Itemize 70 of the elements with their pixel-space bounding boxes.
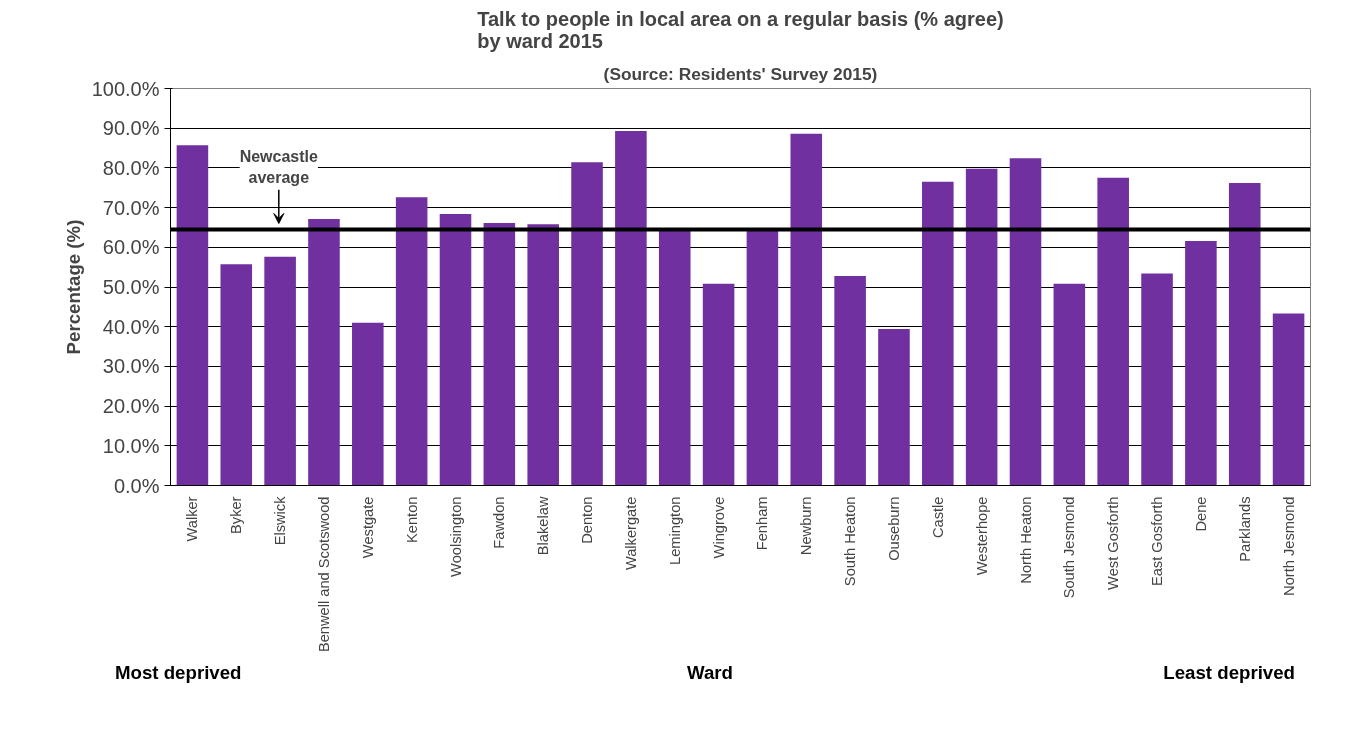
x-tick-label: Westgate [359,496,376,559]
bar [615,130,647,486]
x-tick-label: North Heaton [1017,496,1034,584]
bar [658,228,691,486]
y-tick-label: 30.0% [102,355,160,378]
x-tick-label: Elswick [272,495,289,546]
x-tick-label: Walker [184,496,201,542]
y-axis-title: Percentage (%) [62,219,84,355]
x-tick-label: Westerhope [973,496,990,576]
y-tick-label: 20.0% [102,395,160,418]
x-tick-label: Denton [579,496,596,544]
y-tick-label: 10.0% [102,434,160,457]
bar [527,224,559,486]
y-tick-label: 0.0% [113,474,160,497]
y-tick-label: 60.0% [102,236,160,259]
text: Most deprived [115,661,242,685]
x-tick-label: Parklands [1236,496,1253,562]
x-tick-label: Woolsington [447,496,464,577]
bar [1228,182,1261,486]
chart-title: Talk to people in local area on a regular basis (% agree) by ward 2015 [477,7,1004,52]
bar [1009,158,1042,486]
x-tick-label: Benwell and Scotswood [315,496,332,653]
x-tick-label: Walkergate [622,496,639,571]
x-tick-label: Fawdon [491,496,508,549]
x-tick-label: Kenton [403,496,420,543]
x-tick-label: East Gosforth [1149,496,1166,587]
bar [352,322,384,486]
bar [483,223,516,486]
bar [1272,313,1305,486]
x-tick-label: Castle [929,496,946,539]
x-tick-label: South Heaton [842,496,859,587]
bar [264,256,296,486]
bar [439,213,472,486]
x-tick-label: Dene [1192,496,1209,532]
bar [176,145,209,486]
x-tick-label: South Jesmond [1061,496,1078,599]
bar [571,162,603,486]
bar [220,264,253,486]
x-tick-label: Lemington [666,496,683,565]
bar [922,181,954,486]
ref-line-label: Newcastle average [239,148,319,186]
y-tick-label: 50.0% [102,276,160,298]
x-tick-label: Byker [228,496,245,534]
bar [746,229,779,486]
bar [965,168,998,486]
bar [834,275,866,486]
y-tick-label: 70.0% [102,196,160,219]
x-tick-label: Ouseburn [885,496,902,561]
bar [308,219,340,486]
chart-subtitle: (Source: Residents' Survey 2015) [603,63,878,84]
x-tick-label: Fenham [754,496,771,551]
y-tick-label: 100.0% [91,77,160,100]
x-tick-label: North Jesmond [1280,496,1297,596]
bar [1097,177,1129,486]
text: Least deprived [1163,661,1295,685]
bar [395,197,428,486]
y-tick-label: 80.0% [102,156,160,179]
x-axis-title: Ward [686,661,733,685]
x-tick-label: Newburn [798,496,815,556]
y-tick-label: 90.0% [102,117,160,140]
x-tick-label: Wingrove [710,496,727,559]
bar [1185,240,1217,486]
bar [1141,273,1173,486]
bar [702,283,735,486]
x-tick-label: West Gosforth [1105,496,1122,590]
bar [790,133,823,486]
y-tick-label: 40.0% [102,315,160,338]
bar [878,329,910,486]
x-tick-label: Blakelaw [535,496,552,556]
bar [1053,283,1086,486]
